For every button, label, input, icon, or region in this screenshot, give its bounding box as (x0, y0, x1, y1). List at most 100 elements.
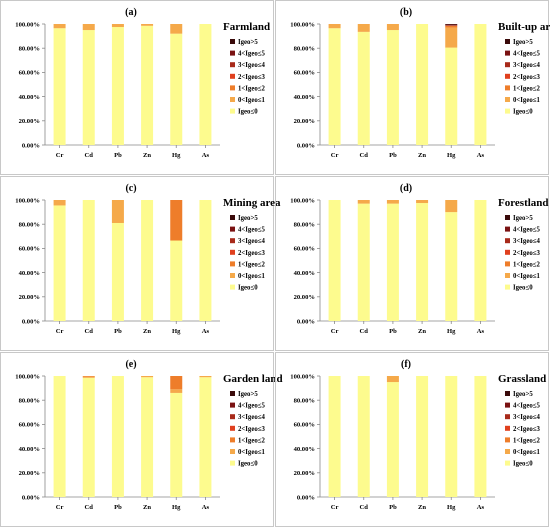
legend-swatch (505, 460, 510, 466)
bar-segment-cd-1 (82, 376, 95, 378)
x-tick-label: Zn (418, 152, 426, 159)
bar-segment-cr-0 (53, 376, 66, 497)
y-tick-label: 0.00% (22, 318, 40, 325)
legend-label: 0<Igeo≤1 (238, 273, 265, 280)
bar-segment-zn-0 (141, 200, 154, 321)
y-tick-label: 100.00% (15, 197, 40, 204)
legend-swatch (505, 62, 510, 68)
legend-swatch (230, 238, 235, 244)
legend-swatch (505, 261, 510, 267)
panel-a: (a) 0.00% 20.00% 40.00% 60.00% 80.00% 100.00% C… (0, 0, 274, 175)
bar-segment-as-0 (474, 376, 487, 497)
legend-swatch (505, 437, 510, 443)
y-tick-label: 40.00% (294, 270, 315, 277)
legend-swatch (230, 215, 235, 220)
bar-segment-cd-0 (82, 377, 95, 497)
legend-label: 4<Igeo≤5 (513, 403, 540, 410)
legend-label: 1<Igeo≤2 (238, 437, 265, 444)
bar-segment-cd-1 (357, 200, 370, 204)
panel-border (0, 176, 274, 351)
bar-segment-pb-0 (386, 30, 399, 145)
legend-label: 2<Igeo≤3 (238, 426, 265, 433)
x-tick-label: Cr (331, 328, 339, 335)
panel-border (0, 0, 274, 175)
legend-swatch (230, 97, 235, 102)
legend-swatch (505, 50, 510, 56)
bar-segment-cr-0 (53, 205, 66, 321)
x-tick-label: Hg (447, 152, 456, 159)
legend-label: 3<Igeo≤4 (238, 62, 265, 69)
legend-label: Igeo>5 (238, 215, 258, 222)
bar-segment-pb-1 (386, 24, 399, 31)
panel-c: (c) 0.00% 20.00% 40.00% 60.00% 80.00% 100.00% C… (0, 176, 281, 351)
x-tick-label: Cr (331, 152, 339, 159)
bar-segment-cr-1 (328, 24, 341, 29)
bar-segment-as-1 (199, 376, 212, 378)
x-tick-label: As (477, 504, 485, 511)
legend-label: 4<Igeo≤5 (513, 227, 540, 234)
bar-segment-cd-0 (82, 30, 95, 145)
panel-e: (e) 0.00% 20.00% 40.00% 60.00% 80.00% 100.00% C… (0, 352, 283, 527)
y-tick-label: 60.00% (19, 246, 40, 253)
y-tick-label: 80.00% (294, 398, 315, 405)
y-tick-label: 40.00% (19, 270, 40, 277)
bar-segment-as-0 (474, 200, 487, 321)
y-tick-label: 40.00% (294, 446, 315, 453)
legend-swatch (230, 261, 235, 267)
y-tick-label: 60.00% (19, 422, 40, 429)
legend-swatch (505, 249, 510, 255)
x-tick-label: Cr (331, 504, 339, 511)
y-tick-label: 0.00% (297, 494, 315, 501)
legend-swatch (230, 39, 235, 44)
legend-swatch (505, 108, 510, 114)
legend-label: 1<Igeo≤2 (513, 261, 540, 268)
x-tick-label: As (477, 152, 485, 159)
bar-segment-hg-0 (170, 240, 183, 321)
legend-label: 4<Igeo≤5 (238, 403, 265, 410)
legend-label: 1<Igeo≤2 (513, 437, 540, 444)
x-tick-label: Zn (418, 328, 426, 335)
y-tick-label: 80.00% (19, 222, 40, 229)
legend-label: 1<Igeo≤2 (513, 85, 540, 92)
y-tick-label: 80.00% (19, 398, 40, 405)
y-tick-label: 40.00% (294, 94, 315, 101)
bar-segment-cr-0 (53, 28, 66, 145)
legend-label: 4<Igeo≤5 (238, 227, 265, 234)
bar-segment-cd-0 (357, 203, 370, 321)
legend-swatch (230, 284, 235, 290)
x-tick-label: Pb (114, 328, 122, 335)
bar-segment-pb-1 (111, 200, 124, 223)
legend-swatch (505, 449, 510, 454)
legend-label: Igeo≤0 (513, 285, 533, 292)
bar-segment-hg-6 (445, 24, 458, 25)
legend-swatch (505, 97, 510, 102)
legend-label: Igeo≤0 (238, 461, 258, 468)
legend-swatch (505, 425, 510, 431)
bar-segment-pb-0 (111, 376, 124, 497)
y-tick-label: 100.00% (290, 21, 315, 28)
x-tick-label: Pb (114, 152, 122, 159)
bar-segment-hg-4 (445, 25, 458, 26)
bar-segment-hg-0 (170, 33, 183, 145)
x-tick-label: Hg (172, 152, 181, 159)
bar-segment-pb-0 (111, 27, 124, 145)
legend-swatch (505, 402, 510, 408)
legend-swatch (230, 402, 235, 408)
bar-segment-as-0 (474, 24, 487, 145)
legend-swatch (230, 437, 235, 443)
bar-segment-pb-1 (386, 376, 399, 383)
bar-segment-as-0 (199, 377, 212, 497)
x-tick-label: Pb (389, 504, 397, 511)
x-tick-label: As (202, 504, 210, 511)
x-tick-label: As (202, 328, 210, 335)
y-tick-label: 60.00% (294, 422, 315, 429)
panel-title: (b) (400, 7, 412, 18)
legend-label: 0<Igeo≤1 (513, 97, 540, 104)
legend-swatch (230, 249, 235, 255)
legend-label: 3<Igeo≤4 (513, 414, 540, 421)
y-tick-label: 80.00% (294, 222, 315, 229)
bar-segment-hg-0 (445, 47, 458, 145)
bar-segment-zn-0 (416, 376, 429, 497)
legend-swatch (505, 226, 510, 232)
